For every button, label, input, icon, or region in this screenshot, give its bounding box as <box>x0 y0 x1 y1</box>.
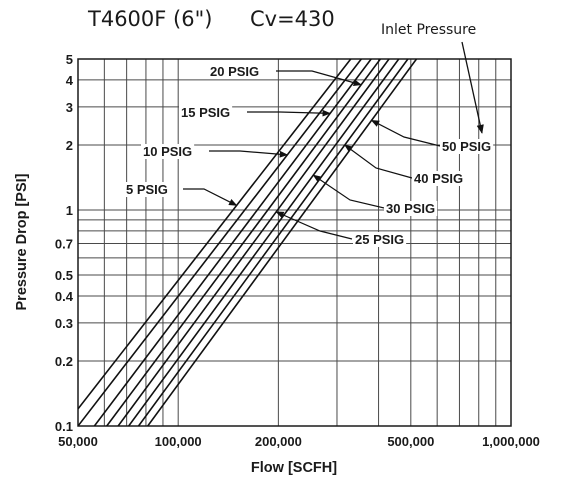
series-line-5-psig <box>78 59 352 410</box>
cv-value: Cv=430 <box>250 7 335 31</box>
label-background <box>353 232 407 247</box>
series-line-15-psig <box>93 59 372 426</box>
grid <box>77 58 512 427</box>
label-background <box>124 182 170 197</box>
label-leader <box>275 211 353 240</box>
legend-pointer-arrow <box>461 41 484 134</box>
y-tick-label: 5 <box>66 52 73 67</box>
label-leader <box>344 144 413 179</box>
y-tick-label: 3 <box>66 100 73 115</box>
label-background <box>179 105 233 120</box>
series-labels: 20 PSIG 15 PSIG 10 PSIG 5 PSIG 25 PSIG 30 PSI… <box>124 41 494 247</box>
label-background <box>412 171 466 186</box>
series-label: 25 PSIG <box>355 232 404 247</box>
series-label: 40 PSIG <box>414 171 463 186</box>
y-tick-label: 0.7 <box>55 236 73 251</box>
label-background <box>384 201 438 216</box>
label-leader <box>276 70 362 86</box>
y-tick-label: 0.4 <box>55 289 74 304</box>
y-axis-label: Pressure Drop [PSI] <box>14 173 30 310</box>
series-label: 10 PSIG <box>143 144 192 159</box>
x-tick-label: 1,000,000 <box>482 434 540 449</box>
label-leader <box>183 188 238 206</box>
x-axis-label: Flow [SCFH] <box>251 460 337 476</box>
series-label: 15 PSIG <box>181 105 230 120</box>
y-tick-label: 4 <box>66 73 74 88</box>
label-leader <box>247 109 331 117</box>
series-line-30-psig <box>128 59 400 426</box>
x-tick-label: 50,000 <box>58 434 98 449</box>
label-leader <box>209 150 289 158</box>
y-tick-label: 2 <box>66 138 73 153</box>
series-line-25-psig <box>117 59 390 426</box>
series-line-20-psig <box>106 59 381 426</box>
y-tick-label: 0.5 <box>55 268 73 283</box>
legend-title: Inlet Pressure <box>381 22 477 38</box>
label-background <box>440 139 494 154</box>
x-tick-label: 100,000 <box>155 434 202 449</box>
label-leader <box>370 119 441 147</box>
tick-labels: 50,000 100,000 200,000 500,000 1,000,000 0.1 0… <box>55 52 540 449</box>
y-tick-label: 0.3 <box>55 316 73 331</box>
y-tick-label: 0.1 <box>55 419 73 434</box>
series-label: 50 PSIG <box>442 139 491 154</box>
y-tick-label: 1 <box>66 203 73 218</box>
x-tick-label: 500,000 <box>387 434 434 449</box>
plot-frame <box>77 58 512 427</box>
y-tick-label: 0.2 <box>55 354 73 369</box>
series-label: 20 PSIG <box>210 64 259 79</box>
label-background <box>141 144 195 159</box>
chart-title: T4600F (6") <box>88 7 213 31</box>
label-background <box>208 64 262 79</box>
series-line-10-psig <box>78 59 362 426</box>
label-leader <box>312 174 385 209</box>
x-tick-label: 200,000 <box>255 434 302 449</box>
series-label: 30 PSIG <box>386 201 435 216</box>
series-line-40-psig <box>137 59 409 426</box>
series-label: 5 PSIG <box>126 182 168 197</box>
